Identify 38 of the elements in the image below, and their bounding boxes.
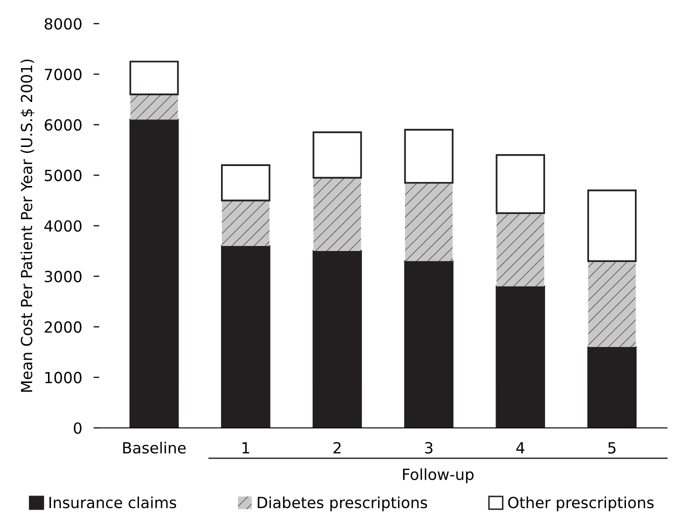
bar: [587, 346, 637, 428]
bar: [222, 200, 270, 246]
bar: [221, 164, 270, 202]
bar: [587, 190, 637, 262]
bar: [221, 245, 270, 428]
bar: [405, 182, 453, 262]
y-tick-label: 0: [74, 422, 82, 434]
bar: [312, 250, 362, 428]
bar: [404, 128, 454, 184]
y-tick-label: 2000: [44, 321, 82, 333]
bar: [588, 261, 636, 348]
bar: [129, 60, 179, 96]
y-axis-title: Mean Cost Per Patient Per Year (U.S.$ 2001): [20, 60, 34, 392]
x-tick-label: Baseline: [123, 442, 186, 454]
legend-label: Insurance claims: [49, 496, 176, 508]
legend-label: Diabetes prescriptions: [258, 496, 428, 512]
x-tick-label: 4: [516, 442, 524, 454]
bar: [313, 178, 362, 252]
x-tick-label: 5: [608, 442, 616, 454]
bar: [496, 154, 546, 214]
bar: [312, 131, 362, 179]
bar: [129, 118, 179, 428]
bar: [404, 260, 454, 428]
legend-label: Other prescriptions: [508, 496, 654, 512]
y-tick-label: 7000: [44, 68, 82, 80]
text: Follow-up: [403, 468, 474, 484]
y-tick-label: 4000: [44, 220, 82, 232]
x-tick-label: 1: [242, 442, 250, 454]
y-tick-label: 1000: [45, 372, 82, 384]
y-tick-label: 8000: [44, 18, 82, 30]
bar: [496, 286, 546, 428]
x-tick-label: 2: [334, 442, 341, 454]
y-tick-label: 3000: [44, 270, 82, 282]
y-tick-label: 5000: [44, 170, 82, 182]
bar: [496, 213, 544, 286]
bar: [130, 94, 178, 120]
x-tick-label: 3: [425, 442, 432, 454]
y-tick-label: 6000: [44, 119, 82, 131]
